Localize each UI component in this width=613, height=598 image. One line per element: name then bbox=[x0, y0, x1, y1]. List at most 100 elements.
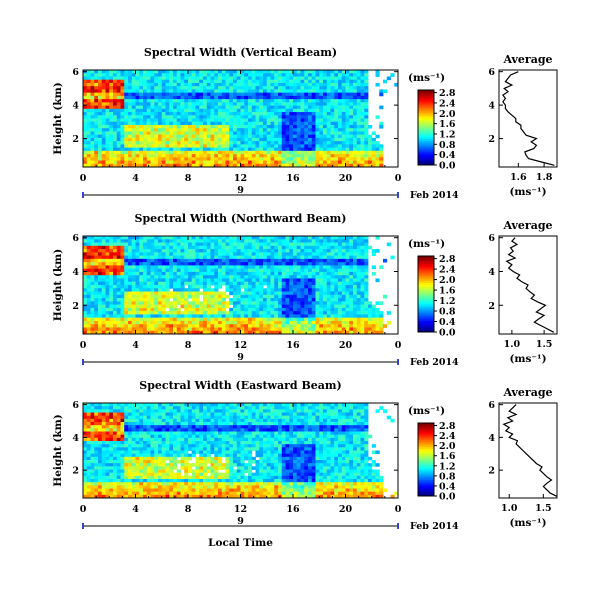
x-tick-label: 16 bbox=[286, 504, 300, 515]
colorbar-tick-label: 1.6 bbox=[439, 451, 456, 462]
day-label: 9 bbox=[237, 185, 244, 196]
avg-x-tick-label: 1.5 bbox=[536, 339, 553, 350]
colorbar-tick-label: 1.2 bbox=[439, 461, 456, 472]
heatmap bbox=[83, 70, 399, 168]
avg-y-tick-label: 4 bbox=[488, 433, 495, 444]
average-profile-line bbox=[505, 237, 555, 333]
avg-x-tick-label: 1.6 bbox=[510, 172, 527, 183]
y-tick-label: 4 bbox=[72, 433, 79, 444]
x-tick-label: 4 bbox=[132, 173, 139, 184]
y-tick-label: 6 bbox=[72, 233, 79, 244]
avg-y-tick-label: 6 bbox=[488, 233, 495, 244]
y-tick-label: 6 bbox=[72, 400, 79, 411]
colorbar-tick-label: 1.6 bbox=[439, 119, 456, 130]
avg-x-axis-label: (ms⁻¹) bbox=[509, 517, 546, 529]
colorbar-tick-label: 0.8 bbox=[439, 307, 456, 318]
x-tick-label: 8 bbox=[185, 504, 192, 515]
colorbar-unit: (ms⁻¹) bbox=[408, 72, 445, 84]
colorbar-frame bbox=[417, 422, 435, 497]
colorbar-frame bbox=[417, 89, 435, 166]
avg-x-tick-label: 1.0 bbox=[501, 503, 518, 514]
average-frame bbox=[498, 235, 558, 335]
average-panel: Average 2 4 6 1.0 1.5 (ms⁻¹) bbox=[488, 219, 558, 365]
x-tick-label: 12 bbox=[234, 340, 247, 351]
x-tick-label: 20 bbox=[339, 504, 353, 515]
date-label: Feb 2014 bbox=[410, 190, 459, 201]
avg-y-tick-label: 2 bbox=[488, 301, 495, 312]
average-title: Average bbox=[502, 53, 552, 66]
x-tick-label: 0 bbox=[80, 173, 87, 184]
colorbar-unit: (ms⁻¹) bbox=[408, 238, 445, 250]
average-profile-line bbox=[502, 404, 558, 497]
colorbar-tick-label: 1.2 bbox=[439, 296, 456, 307]
average-frame bbox=[498, 402, 558, 499]
colorbar-tick-label: 2.4 bbox=[439, 431, 456, 442]
x-tick-label: 4 bbox=[132, 504, 139, 515]
colorbar-tick-label: 2.4 bbox=[439, 265, 456, 276]
colorbar-tick-label: 0.4 bbox=[439, 481, 456, 492]
x-tick-label: 0 bbox=[80, 340, 87, 351]
x-tick-label: 16 bbox=[286, 173, 300, 184]
colorbar-tick-label: 1.6 bbox=[439, 286, 456, 297]
colorbar: 0.00.40.81.21.62.02.42.8 bbox=[417, 254, 456, 339]
average-title: Average bbox=[502, 219, 552, 232]
average-profile-line bbox=[502, 71, 555, 166]
colorbar-tick-label: 2.0 bbox=[439, 441, 456, 452]
y-tick-label: 2 bbox=[72, 301, 79, 312]
avg-y-tick-label: 4 bbox=[488, 267, 495, 278]
x-axis-label: Local Time bbox=[208, 537, 273, 549]
x-tick-label: 12 bbox=[234, 173, 247, 184]
average-panel: Average 2 4 6 1.0 1.5 (ms⁻¹) bbox=[488, 386, 558, 529]
average-frame bbox=[498, 69, 558, 168]
x-tick-label: 0 bbox=[395, 340, 402, 351]
panel-title: Spectral Width (Eastward Beam) bbox=[139, 379, 341, 392]
y-tick-label: 2 bbox=[72, 466, 79, 477]
heatmap bbox=[83, 236, 395, 335]
x-tick-label: 4 bbox=[132, 340, 139, 351]
colorbar-unit: (ms⁻¹) bbox=[408, 405, 445, 417]
day-label: 9 bbox=[237, 352, 244, 363]
avg-y-tick-label: 2 bbox=[488, 134, 495, 145]
avg-x-axis-label: (ms⁻¹) bbox=[509, 186, 546, 198]
colorbar-tick-label: 0.0 bbox=[439, 492, 456, 503]
y-tick-label: 6 bbox=[72, 67, 79, 78]
colorbar-tick-label: 0.8 bbox=[439, 471, 456, 482]
colorbar-tick-label: 0.8 bbox=[439, 140, 456, 151]
x-tick-label: 16 bbox=[286, 340, 300, 351]
avg-x-tick-label: 1.0 bbox=[504, 339, 521, 350]
date-label: Feb 2014 bbox=[410, 357, 459, 368]
colorbar: 0.00.40.81.21.62.02.42.8 bbox=[417, 421, 456, 503]
y-axis-label: Height (km) bbox=[52, 82, 64, 154]
x-tick-label: 0 bbox=[395, 173, 402, 184]
x-tick-label: 20 bbox=[339, 173, 353, 184]
x-tick-label: 8 bbox=[185, 340, 192, 351]
panel-title: Spectral Width (Vertical Beam) bbox=[144, 46, 337, 59]
colorbar-tick-label: 2.8 bbox=[439, 421, 456, 432]
colorbar-tick-label: 0.0 bbox=[439, 161, 456, 172]
colorbar-tick-label: 0.0 bbox=[439, 328, 456, 339]
colorbar-tick-label: 0.4 bbox=[439, 317, 456, 328]
y-tick-label: 4 bbox=[72, 101, 79, 112]
colorbar-tick-label: 2.8 bbox=[439, 88, 456, 99]
average-title: Average bbox=[502, 386, 552, 399]
colorbar-tick-label: 2.4 bbox=[439, 98, 456, 109]
x-tick-label: 0 bbox=[395, 504, 402, 515]
colorbar-tick-label: 1.2 bbox=[439, 129, 456, 140]
avg-y-tick-label: 6 bbox=[488, 67, 495, 78]
x-tick-label: 0 bbox=[80, 504, 87, 515]
colorbar-tick-label: 0.4 bbox=[439, 150, 456, 161]
y-tick-label: 2 bbox=[72, 134, 79, 145]
colorbar-frame bbox=[417, 255, 435, 333]
colorbar-tick-label: 2.0 bbox=[439, 109, 456, 120]
y-axis-label: Height (km) bbox=[52, 249, 64, 321]
panel-title: Spectral Width (Northward Beam) bbox=[135, 212, 347, 225]
x-tick-label: 20 bbox=[339, 340, 353, 351]
avg-y-tick-label: 4 bbox=[488, 101, 495, 112]
panel-2: Spectral Width (Northward Beam) 2 4 6 Height… bbox=[52, 212, 558, 368]
y-axis-label: Height (km) bbox=[52, 414, 64, 486]
avg-y-tick-label: 6 bbox=[488, 400, 495, 411]
avg-x-axis-label: (ms⁻¹) bbox=[509, 353, 546, 365]
colorbar-tick-label: 2.8 bbox=[439, 254, 456, 265]
panel-1: Spectral Width (Vertical Beam) 2 4 6 Height … bbox=[52, 46, 558, 201]
